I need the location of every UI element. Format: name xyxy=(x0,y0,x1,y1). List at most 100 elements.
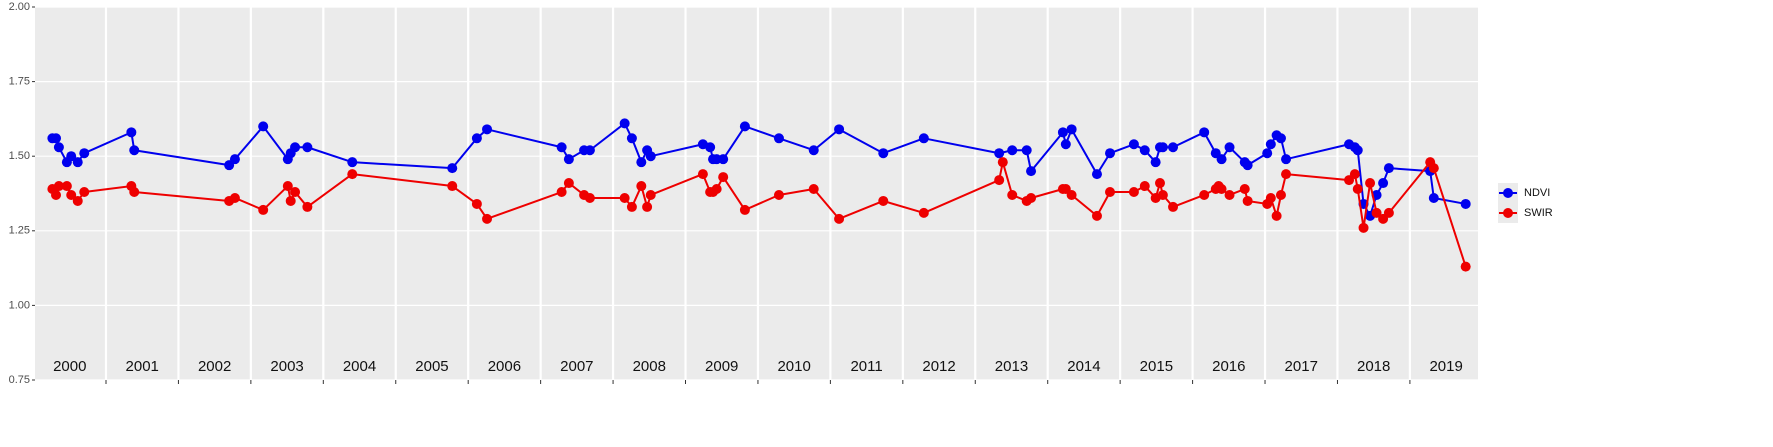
data-point xyxy=(1275,189,1286,200)
y-tick-label: 1.50 xyxy=(9,150,30,162)
data-point xyxy=(1168,201,1179,212)
data-point xyxy=(79,148,90,159)
x-tick-label: 2002 xyxy=(198,358,231,375)
data-point xyxy=(1378,178,1389,189)
data-point xyxy=(1139,145,1150,156)
x-tick-label: 2013 xyxy=(995,358,1028,375)
data-point xyxy=(53,142,64,153)
legend-label: NDVI xyxy=(1524,187,1550,199)
data-point xyxy=(1139,181,1150,192)
data-point xyxy=(51,133,62,144)
x-tick-label: 2016 xyxy=(1212,358,1245,375)
data-point xyxy=(994,148,1005,159)
data-point xyxy=(997,157,1008,168)
data-point xyxy=(1383,163,1394,174)
data-point xyxy=(229,154,240,165)
x-tick-label: 2007 xyxy=(560,358,593,375)
data-point xyxy=(808,145,819,156)
data-point xyxy=(584,192,595,203)
data-point xyxy=(1007,145,1018,156)
data-point xyxy=(994,175,1005,186)
data-point xyxy=(718,172,729,183)
data-point xyxy=(229,192,240,203)
data-point xyxy=(1239,184,1250,195)
data-point xyxy=(1066,124,1077,135)
data-point xyxy=(53,181,64,192)
legend-label: SWIR xyxy=(1524,207,1553,219)
legend-point xyxy=(1503,208,1513,218)
data-point xyxy=(1383,207,1394,218)
data-point xyxy=(302,201,313,212)
data-point xyxy=(626,133,637,144)
x-tick-label: 2005 xyxy=(415,358,448,375)
data-point xyxy=(1128,187,1139,198)
data-point xyxy=(258,204,269,215)
data-point xyxy=(739,204,750,215)
data-point xyxy=(1358,222,1369,233)
legend: NDVI SWIR xyxy=(1498,183,1553,223)
x-tick-label: 2017 xyxy=(1285,358,1318,375)
data-point xyxy=(1091,210,1102,221)
data-point xyxy=(705,142,716,153)
data-point xyxy=(482,213,493,224)
data-point xyxy=(1265,139,1276,150)
data-point xyxy=(1168,142,1179,153)
data-point xyxy=(72,157,83,168)
data-point xyxy=(129,145,140,156)
data-point xyxy=(642,201,653,212)
data-point xyxy=(1271,210,1282,221)
data-point xyxy=(1352,145,1363,156)
data-point xyxy=(1216,154,1227,165)
data-point xyxy=(1460,261,1471,272)
data-point xyxy=(1275,133,1286,144)
data-point xyxy=(636,181,647,192)
data-point xyxy=(1352,184,1363,195)
data-point xyxy=(1105,148,1116,159)
data-point xyxy=(556,142,567,153)
x-tick-label: 2001 xyxy=(126,358,159,375)
data-point xyxy=(290,187,301,198)
x-tick-label: 2003 xyxy=(270,358,303,375)
data-point xyxy=(619,118,630,129)
y-tick-label: 1.25 xyxy=(9,225,30,237)
x-tick-label: 2015 xyxy=(1140,358,1173,375)
data-point xyxy=(347,169,358,180)
data-point xyxy=(51,189,62,200)
data-point xyxy=(773,189,784,200)
data-point xyxy=(834,213,845,224)
x-tick-label: 2006 xyxy=(488,358,521,375)
x-tick-label: 2012 xyxy=(922,358,955,375)
data-point xyxy=(1026,166,1037,177)
data-point xyxy=(1242,195,1253,206)
data-point xyxy=(258,121,269,132)
data-point xyxy=(1371,207,1382,218)
data-point xyxy=(471,133,482,144)
y-tick-label: 1.00 xyxy=(9,299,30,311)
data-point xyxy=(1199,127,1210,138)
data-point xyxy=(918,207,929,218)
marks xyxy=(47,118,1471,272)
data-point xyxy=(471,198,482,209)
data-point xyxy=(290,142,301,153)
data-point xyxy=(718,154,729,165)
data-point xyxy=(1057,127,1068,138)
data-point xyxy=(1199,189,1210,200)
data-point xyxy=(878,148,889,159)
data-point xyxy=(808,184,819,195)
data-point xyxy=(1128,139,1139,150)
data-point xyxy=(1007,189,1018,200)
x-tick-label: 2019 xyxy=(1429,358,1462,375)
data-point xyxy=(129,187,140,198)
y-tick-label: 2.00 xyxy=(9,1,30,13)
data-point xyxy=(1262,148,1273,159)
data-point xyxy=(1428,192,1439,203)
data-point xyxy=(447,163,458,174)
data-point xyxy=(1428,163,1439,174)
data-point xyxy=(282,181,293,192)
data-point xyxy=(66,189,77,200)
grid xyxy=(35,6,1478,381)
data-point xyxy=(285,195,296,206)
data-point xyxy=(711,184,722,195)
data-point xyxy=(918,133,929,144)
data-point xyxy=(878,195,889,206)
